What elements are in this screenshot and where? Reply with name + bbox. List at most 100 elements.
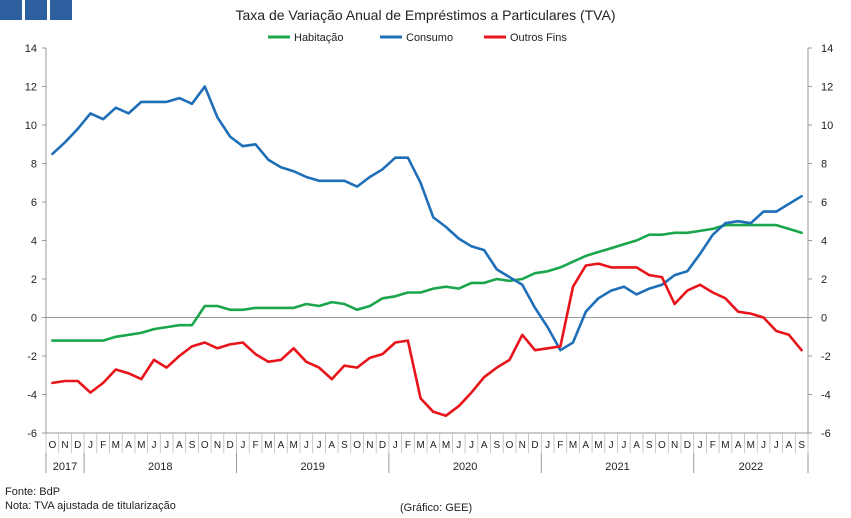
x-tick-label: F xyxy=(405,440,411,451)
x-tick-label: J xyxy=(545,440,550,451)
x-tick-label: M xyxy=(721,440,729,451)
year-label: 2022 xyxy=(739,461,763,473)
x-tick-label: J xyxy=(609,440,614,451)
x-tick-label: O xyxy=(353,440,361,451)
x-tick-label: F xyxy=(100,440,106,451)
x-tick-label: A xyxy=(278,440,285,451)
legend-label: Outros Fins xyxy=(510,32,567,44)
x-tick-label: O xyxy=(658,440,666,451)
logo-block xyxy=(0,0,22,20)
x-tick-label: M xyxy=(264,440,272,451)
x-tick-label: S xyxy=(341,440,348,451)
x-tick-label: J xyxy=(456,440,461,451)
legend-label: Habitação xyxy=(294,32,344,44)
logo-blocks xyxy=(0,0,72,20)
y-tick-label-right: 4 xyxy=(821,236,827,248)
x-tick-label: A xyxy=(125,440,132,451)
y-tick-label-right: -6 xyxy=(821,428,831,440)
x-tick-label: O xyxy=(201,440,209,451)
x-tick-label: M xyxy=(569,440,577,451)
x-tick-label: J xyxy=(240,440,245,451)
x-tick-label: N xyxy=(671,440,678,451)
x-tick-label: A xyxy=(328,440,335,451)
x-tick-label: M xyxy=(137,440,145,451)
x-tick-label: J xyxy=(88,440,93,451)
x-tick-label: J xyxy=(304,440,309,451)
x-tick-label: D xyxy=(684,440,691,451)
x-tick-label: D xyxy=(379,440,386,451)
y-tick-label-right: -2 xyxy=(821,351,831,363)
x-tick-label: F xyxy=(710,440,716,451)
x-tick-label: A xyxy=(481,440,488,451)
x-tick-label: M xyxy=(112,440,120,451)
x-tick-label: J xyxy=(164,440,169,451)
year-label: 2017 xyxy=(53,461,77,473)
x-tick-label: J xyxy=(774,440,779,451)
series-line-habitação xyxy=(51,223,803,342)
logo-block xyxy=(50,0,72,20)
x-tick-label: F xyxy=(557,440,563,451)
y-tick-label-right: 14 xyxy=(821,43,833,55)
y-tick-label: 2 xyxy=(31,274,37,286)
footer-note: Nota: TVA ajustada de titularização xyxy=(5,500,176,512)
series-line-outros-fins xyxy=(51,262,803,418)
x-tick-label: J xyxy=(317,440,322,451)
y-tick-label: 14 xyxy=(25,43,37,55)
y-tick-label: 10 xyxy=(25,120,37,132)
footer-credit: (Gráfico: GEE) xyxy=(400,502,473,514)
y-tick-label: -4 xyxy=(27,390,37,402)
x-tick-label: J xyxy=(761,440,766,451)
x-tick-label: A xyxy=(786,440,793,451)
y-tick-label-right: 6 xyxy=(821,197,827,209)
x-tick-label: J xyxy=(469,440,474,451)
x-tick-label: A xyxy=(582,440,589,451)
x-tick-label: A xyxy=(633,440,640,451)
y-tick-label: 0 xyxy=(31,313,37,325)
y-tick-label: -2 xyxy=(27,351,37,363)
y-tick-label: -6 xyxy=(27,428,37,440)
x-tick-label: S xyxy=(494,440,501,451)
x-tick-label: M xyxy=(747,440,755,451)
legend-label: Consumo xyxy=(406,32,453,44)
y-tick-label: 6 xyxy=(31,197,37,209)
x-tick-label: M xyxy=(416,440,424,451)
x-tick-label: J xyxy=(621,440,626,451)
y-tick-label-right: 8 xyxy=(821,159,827,171)
x-tick-label: O xyxy=(48,440,56,451)
x-tick-label: S xyxy=(646,440,653,451)
y-tick-label-right: 12 xyxy=(821,82,833,94)
x-tick-label: A xyxy=(735,440,742,451)
x-tick-label: J xyxy=(698,440,703,451)
x-tick-label: N xyxy=(366,440,373,451)
chart-title: Taxa de Variação Anual de Empréstimos a … xyxy=(235,7,616,23)
x-tick-label: A xyxy=(430,440,437,451)
year-label: 2018 xyxy=(148,461,172,473)
year-label: 2021 xyxy=(605,461,629,473)
x-tick-label: D xyxy=(74,440,81,451)
x-tick-label: J xyxy=(393,440,398,451)
year-label: 2019 xyxy=(300,461,324,473)
y-tick-label-right: 10 xyxy=(821,120,833,132)
x-tick-label: F xyxy=(252,440,258,451)
year-label: 2020 xyxy=(453,461,477,473)
x-tick-label: N xyxy=(519,440,526,451)
x-tick-label: S xyxy=(798,440,805,451)
y-tick-label: 8 xyxy=(31,159,37,171)
x-tick-label: S xyxy=(189,440,196,451)
x-tick-label: A xyxy=(176,440,183,451)
y-tick-label-right: -4 xyxy=(821,390,831,402)
x-tick-label: J xyxy=(151,440,156,451)
series-line-consumo xyxy=(51,85,803,352)
x-tick-label: N xyxy=(61,440,68,451)
y-tick-label: 12 xyxy=(25,82,37,94)
x-tick-label: N xyxy=(214,440,221,451)
x-tick-label: M xyxy=(594,440,602,451)
footer-source: Fonte: BdP xyxy=(5,486,61,498)
x-tick-label: D xyxy=(227,440,234,451)
y-tick-label-right: 2 xyxy=(821,274,827,286)
x-tick-label: O xyxy=(506,440,514,451)
x-tick-label: M xyxy=(442,440,450,451)
x-tick-label: M xyxy=(289,440,297,451)
y-tick-label-right: 0 xyxy=(821,313,827,325)
